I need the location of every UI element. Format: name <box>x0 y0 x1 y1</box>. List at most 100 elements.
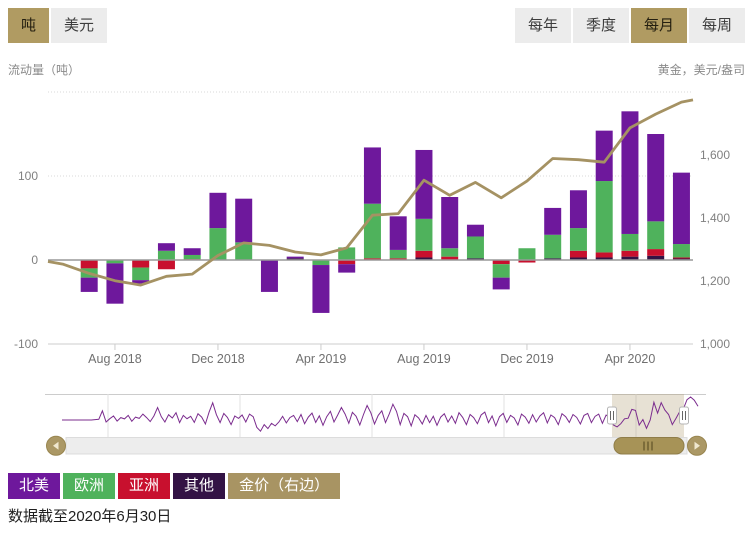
right-axis-tick-label: 1,000 <box>700 337 730 351</box>
bar-segment-北美 <box>492 277 510 290</box>
bar-segment-亚洲 <box>132 260 150 268</box>
unit-button-tonnes[interactable]: 吨 <box>8 8 50 43</box>
bar-segment-北美 <box>595 130 613 182</box>
bar-segment-北美 <box>621 111 639 234</box>
bar-segment-欧洲 <box>647 221 665 250</box>
bar-segment-欧洲 <box>466 236 484 259</box>
bar-segment-北美 <box>209 192 227 229</box>
frequency-button-weekly[interactable]: 每周 <box>688 8 745 43</box>
bar-segment-欧洲 <box>415 218 433 251</box>
bar-segment-北美 <box>363 147 381 204</box>
left-axis-tick-label: 100 <box>18 169 38 183</box>
bar-segment-北美 <box>312 265 330 313</box>
bar-segment-北美 <box>286 256 304 259</box>
handle-grip-box[interactable] <box>679 406 689 425</box>
bar-segment-欧洲 <box>235 242 253 260</box>
bar-segment-其他 <box>647 255 665 260</box>
bar-segment-欧洲 <box>312 260 330 266</box>
bar-segment-欧洲 <box>106 260 124 264</box>
left-axis-title: 流动量（吨） <box>8 63 81 77</box>
bar-segment-亚洲 <box>672 257 690 259</box>
legend-item-other[interactable]: 其他 <box>173 473 226 499</box>
bar-segment-其他 <box>621 256 639 260</box>
handle-grip-box[interactable] <box>607 406 617 425</box>
navigator-series-line <box>62 396 699 433</box>
scrollbar <box>46 435 707 456</box>
right-axis-title: 黄金，美元/盎司 <box>657 63 745 77</box>
scroll-left-button[interactable] <box>46 435 66 456</box>
bar-segment-亚洲 <box>363 258 381 260</box>
bar-segment-其他 <box>286 258 304 260</box>
navigator-right-handle[interactable] <box>679 406 689 425</box>
bar-segment-其他 <box>544 258 562 260</box>
unit-toggle-group: 吨 美元 <box>8 8 108 43</box>
right-axis-tick-label: 1,600 <box>700 148 730 162</box>
bar-segment-北美 <box>466 224 484 237</box>
bar-segment-欧洲 <box>183 254 201 260</box>
bar-segment-其他 <box>569 257 587 260</box>
flow-bars <box>80 111 690 313</box>
bar-segment-亚洲 <box>647 249 665 256</box>
unit-button-usd[interactable]: 美元 <box>51 8 108 43</box>
bar-segment-亚洲 <box>338 260 356 265</box>
x-axis-tick-label: Aug 2019 <box>397 352 451 366</box>
right-axis-tick-label: 1,200 <box>700 274 730 288</box>
bar-segment-北美 <box>672 172 690 245</box>
scroll-right-button-icon <box>694 441 700 450</box>
legend-item-europe[interactable]: 欧洲 <box>63 473 116 499</box>
bar-segment-北美 <box>235 198 253 243</box>
scroll-left-button-icon <box>53 441 59 450</box>
bar-segment-北美 <box>80 277 98 292</box>
frequency-button-monthly[interactable]: 每月 <box>630 8 687 43</box>
bar-segment-其他 <box>595 257 613 260</box>
legend: 北美 欧洲 亚洲 其他 金价（右边） <box>8 473 341 499</box>
bar-segment-北美 <box>183 248 201 255</box>
bar-segment-欧洲 <box>621 233 639 251</box>
gold-price-line <box>47 98 694 287</box>
bar-segment-欧洲 <box>157 250 175 260</box>
bar-segment-北美 <box>647 134 665 222</box>
bar-segment-北美 <box>157 243 175 251</box>
bar-segment-亚洲 <box>441 256 459 260</box>
bar-segment-欧洲 <box>132 267 150 281</box>
x-axis-tick-label: Apr 2020 <box>605 352 656 366</box>
x-axis-tick-label: Dec 2018 <box>191 352 245 366</box>
bar-segment-亚洲 <box>518 260 536 263</box>
bar-segment-亚洲 <box>80 260 98 269</box>
frequency-toggle-group: 每年 季度 每月 每周 <box>514 8 745 43</box>
x-axis-tick-label: Dec 2019 <box>500 352 554 366</box>
bar-segment-亚洲 <box>621 250 639 257</box>
bar-segment-欧洲 <box>595 181 613 253</box>
bar-segment-其他 <box>466 258 484 260</box>
bar-segment-欧洲 <box>363 203 381 259</box>
bar-segment-欧洲 <box>492 264 510 278</box>
data-as-of-note: 数据截至2020年6月30日 <box>8 508 172 525</box>
bar-segment-亚洲 <box>595 252 613 258</box>
bar-segment-欧洲 <box>518 248 536 260</box>
bar-segment-亚洲 <box>492 260 510 265</box>
navigator-selected-range[interactable] <box>612 394 684 437</box>
bar-segment-欧洲 <box>441 248 459 257</box>
scrollbar-track[interactable] <box>65 437 688 455</box>
legend-item-asia[interactable]: 亚洲 <box>118 473 171 499</box>
bar-segment-欧洲 <box>389 249 407 259</box>
scroll-right-button[interactable] <box>687 435 707 456</box>
bar-segment-北美 <box>132 280 150 284</box>
legend-item-north-america[interactable]: 北美 <box>8 473 61 499</box>
frequency-button-quarterly[interactable]: 季度 <box>572 8 629 43</box>
scrollbar-thumb[interactable] <box>613 437 685 455</box>
bar-segment-北美 <box>106 263 124 304</box>
legend-item-gold-price[interactable]: 金价（右边） <box>228 473 341 499</box>
bar-segment-亚洲 <box>157 260 175 270</box>
bar-segment-其他 <box>672 258 690 260</box>
navigator-left-handle[interactable] <box>607 406 617 425</box>
bar-segment-欧洲 <box>544 234 562 259</box>
right-axis-tick-label: 1,400 <box>700 211 730 225</box>
bar-segment-亚洲 <box>569 250 587 258</box>
bar-segment-欧洲 <box>338 247 356 260</box>
bar-segment-北美 <box>260 260 278 292</box>
bar-segment-欧洲 <box>672 244 690 258</box>
frequency-button-yearly[interactable]: 每年 <box>514 8 571 43</box>
x-axis-tick-label: Apr 2019 <box>296 352 347 366</box>
